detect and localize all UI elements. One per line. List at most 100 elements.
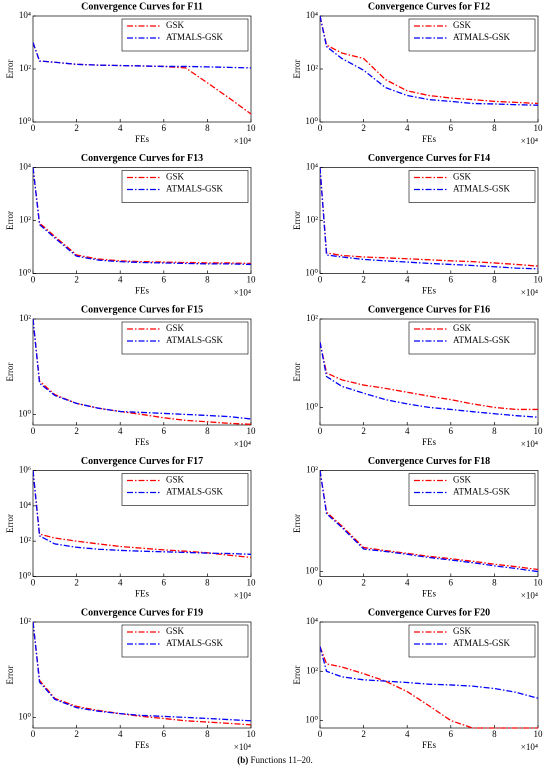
y-tick-label: 10² bbox=[19, 313, 31, 323]
x-tick-label: 0 bbox=[318, 123, 323, 133]
x-tick-label: 10 bbox=[247, 729, 257, 739]
legend-box bbox=[121, 624, 249, 658]
x-axis-label: FEs bbox=[422, 589, 437, 599]
x-axis-label: FEs bbox=[135, 740, 150, 750]
x-tick-label: 8 bbox=[492, 578, 497, 588]
series-line bbox=[33, 42, 251, 69]
legend-label: GSK bbox=[166, 20, 185, 30]
x-tick-label: 8 bbox=[205, 729, 210, 739]
legend-box bbox=[408, 170, 536, 203]
x-tick-label: 10 bbox=[534, 426, 544, 436]
x-tick-label: 2 bbox=[361, 275, 366, 285]
x-tick-label: 0 bbox=[31, 578, 36, 588]
y-tick-label: 10² bbox=[19, 535, 31, 545]
y-tick-label: 10⁰ bbox=[305, 566, 318, 576]
y-tick-label: 10⁴ bbox=[19, 10, 31, 20]
chart-title: Convergence Curves for F20 bbox=[368, 607, 490, 618]
series-line bbox=[33, 318, 251, 420]
x-tick-label: 6 bbox=[162, 578, 167, 588]
y-tick-label: 10² bbox=[306, 63, 318, 73]
x-multiplier: ×10⁴ bbox=[521, 742, 538, 750]
x-axis-label: FEs bbox=[422, 740, 437, 750]
y-tick-label: 10² bbox=[306, 313, 318, 323]
x-tick-label: 4 bbox=[405, 123, 410, 133]
series-line bbox=[320, 646, 538, 699]
chart-title: Convergence Curves for F19 bbox=[81, 607, 203, 618]
x-tick-label: 4 bbox=[405, 729, 410, 739]
plot-frame bbox=[32, 621, 252, 729]
y-axis-label: Error bbox=[292, 666, 302, 685]
legend-label: GSK bbox=[453, 626, 472, 636]
y-tick-label: 10⁰ bbox=[305, 268, 318, 278]
legend-label: ATMALS-GSK bbox=[453, 487, 511, 497]
y-tick-label: 10⁰ bbox=[305, 401, 318, 411]
x-tick-label: 0 bbox=[318, 426, 323, 436]
series-line bbox=[33, 167, 251, 265]
legend-box bbox=[121, 321, 249, 355]
chart-title: Convergence Curves for F14 bbox=[368, 153, 490, 164]
y-tick-label: 10⁴ bbox=[306, 162, 318, 172]
x-axis-label: FEs bbox=[135, 134, 150, 144]
chart-title: Convergence Curves for F18 bbox=[368, 456, 490, 467]
x-tick-label: 10 bbox=[247, 123, 257, 133]
series-line bbox=[320, 470, 538, 571]
chart-grid: Convergence Curves for F11 0 2 4 6 8 10 10⁰ 10² 1… bbox=[5, 1, 544, 750]
x-tick-label: 10 bbox=[247, 578, 257, 588]
x-multiplier: ×10⁴ bbox=[521, 439, 538, 449]
x-tick-label: 6 bbox=[162, 123, 167, 133]
x-tick-label: 0 bbox=[318, 275, 323, 285]
x-tick-label: 2 bbox=[74, 729, 79, 739]
x-tick-label: 6 bbox=[162, 729, 167, 739]
x-tick-label: 8 bbox=[492, 275, 497, 285]
x-tick-label: 0 bbox=[31, 275, 36, 285]
x-multiplier: ×10⁴ bbox=[234, 439, 251, 449]
plot-frame bbox=[319, 621, 539, 729]
y-tick-label: 10⁴ bbox=[19, 162, 31, 172]
x-multiplier: ×10⁴ bbox=[521, 136, 538, 146]
x-tick-label: 4 bbox=[405, 275, 410, 285]
x-axis-label: FEs bbox=[422, 286, 437, 296]
legend-label: GSK bbox=[453, 323, 472, 333]
y-tick-label: 10⁶ bbox=[19, 465, 31, 475]
x-multiplier: ×10⁴ bbox=[234, 288, 251, 298]
y-tick-label: 10⁴ bbox=[306, 10, 318, 20]
legend-label: GSK bbox=[166, 323, 185, 333]
x-multiplier: ×10⁴ bbox=[234, 742, 251, 750]
legend-box bbox=[408, 18, 536, 52]
x-multiplier: ×10⁴ bbox=[234, 136, 251, 146]
legend-label: ATMALS-GSK bbox=[166, 335, 224, 345]
x-tick-label: 6 bbox=[449, 729, 454, 739]
plot-frame bbox=[319, 318, 539, 426]
x-tick-label: 2 bbox=[361, 729, 366, 739]
legend-box bbox=[121, 18, 249, 52]
series-line bbox=[320, 167, 538, 270]
legend-label: ATMALS-GSK bbox=[166, 487, 224, 497]
y-axis-label: Error bbox=[292, 60, 302, 79]
legend-label: ATMALS-GSK bbox=[453, 32, 511, 42]
x-tick-label: 8 bbox=[205, 578, 210, 588]
x-axis-label: FEs bbox=[135, 437, 150, 447]
chart-title: Convergence Curves for F11 bbox=[81, 1, 203, 12]
x-tick-label: 0 bbox=[31, 123, 36, 133]
series-line bbox=[33, 470, 251, 559]
x-axis-label: FEs bbox=[422, 134, 437, 144]
chart-title: Convergence Curves for F12 bbox=[368, 1, 490, 12]
legend-label: ATMALS-GSK bbox=[166, 184, 224, 194]
x-tick-label: 10 bbox=[534, 578, 544, 588]
y-tick-label: 10² bbox=[19, 215, 31, 225]
x-tick-label: 6 bbox=[162, 275, 167, 285]
x-multiplier: ×10⁴ bbox=[521, 591, 538, 601]
x-tick-label: 8 bbox=[205, 123, 210, 133]
x-axis-label: FEs bbox=[422, 437, 437, 447]
x-tick-label: 8 bbox=[492, 426, 497, 436]
x-multiplier: ×10⁴ bbox=[234, 591, 251, 601]
legend-box bbox=[121, 170, 249, 203]
plot-frame bbox=[32, 470, 252, 577]
y-tick-label: 10⁰ bbox=[18, 711, 31, 721]
legend-label: GSK bbox=[453, 20, 472, 30]
x-tick-label: 6 bbox=[449, 426, 454, 436]
plot-frame bbox=[319, 470, 539, 577]
caption-text: Functions 11–20. bbox=[250, 755, 313, 765]
plot-frame bbox=[32, 318, 252, 426]
y-axis-label: Error bbox=[292, 211, 302, 230]
